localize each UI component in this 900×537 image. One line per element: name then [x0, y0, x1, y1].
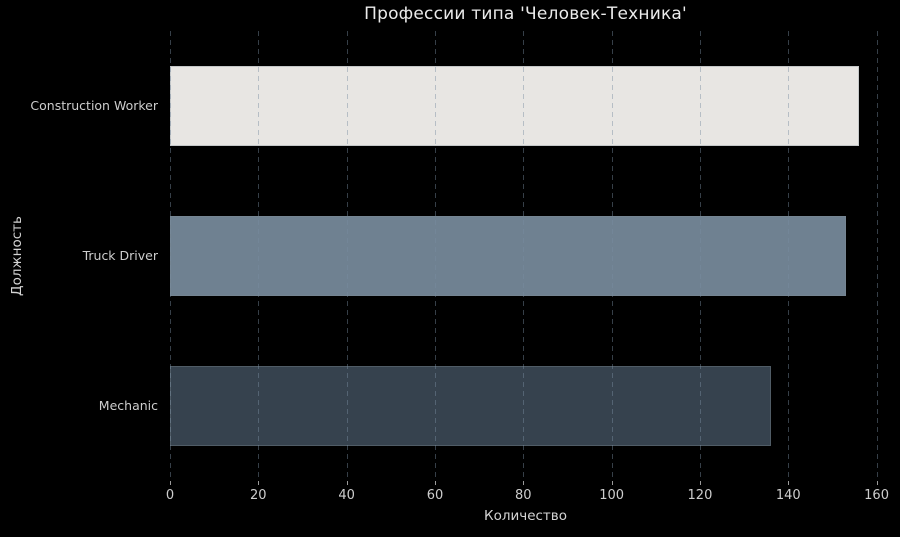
x-tick-label-0: 0	[165, 488, 175, 503]
y-tick-label-truck-driver: Truck Driver	[82, 248, 158, 263]
gridline-100	[611, 31, 613, 481]
x-axis-label: Количество	[483, 508, 568, 524]
y-tick-label-mechanic: Mechanic	[98, 398, 158, 413]
x-tick-label-60: 60	[426, 488, 444, 503]
x-tick-mark-100	[611, 481, 613, 485]
x-tick-mark-160	[876, 481, 878, 485]
gridline-40	[346, 31, 348, 481]
x-tick-mark-120	[699, 481, 701, 485]
x-tick-mark-140	[788, 481, 790, 485]
x-tick-label-80: 80	[515, 488, 532, 503]
gridline-0	[170, 31, 171, 481]
x-tick-mark-40	[346, 481, 348, 485]
gridline-120	[699, 31, 701, 481]
x-tick-label-160: 160	[864, 488, 889, 503]
chart-title: Профессии типа 'Человек-Техника'	[364, 4, 687, 24]
gridline-20	[258, 31, 260, 481]
x-tick-mark-80	[523, 481, 525, 485]
x-tick-label-40: 40	[338, 488, 355, 503]
x-tick-mark-0	[170, 481, 171, 485]
gridline-80	[523, 31, 525, 481]
x-tick-mark-20	[258, 481, 260, 485]
y-tick-label-construction-worker: Construction Worker	[30, 98, 158, 113]
plot-area	[170, 31, 881, 481]
x-tick-label-140: 140	[775, 488, 801, 503]
gridline-160	[876, 31, 878, 481]
x-tick-label-120: 120	[687, 488, 713, 503]
bar-mechanic	[170, 366, 771, 446]
bar-construction-worker	[170, 66, 859, 146]
x-tick-label-100: 100	[599, 488, 625, 503]
x-tick-mark-60	[434, 481, 436, 485]
x-tick-label-20: 20	[250, 488, 267, 503]
gridline-140	[788, 31, 790, 481]
gridline-60	[434, 31, 436, 481]
bar-truck-driver	[170, 216, 846, 296]
